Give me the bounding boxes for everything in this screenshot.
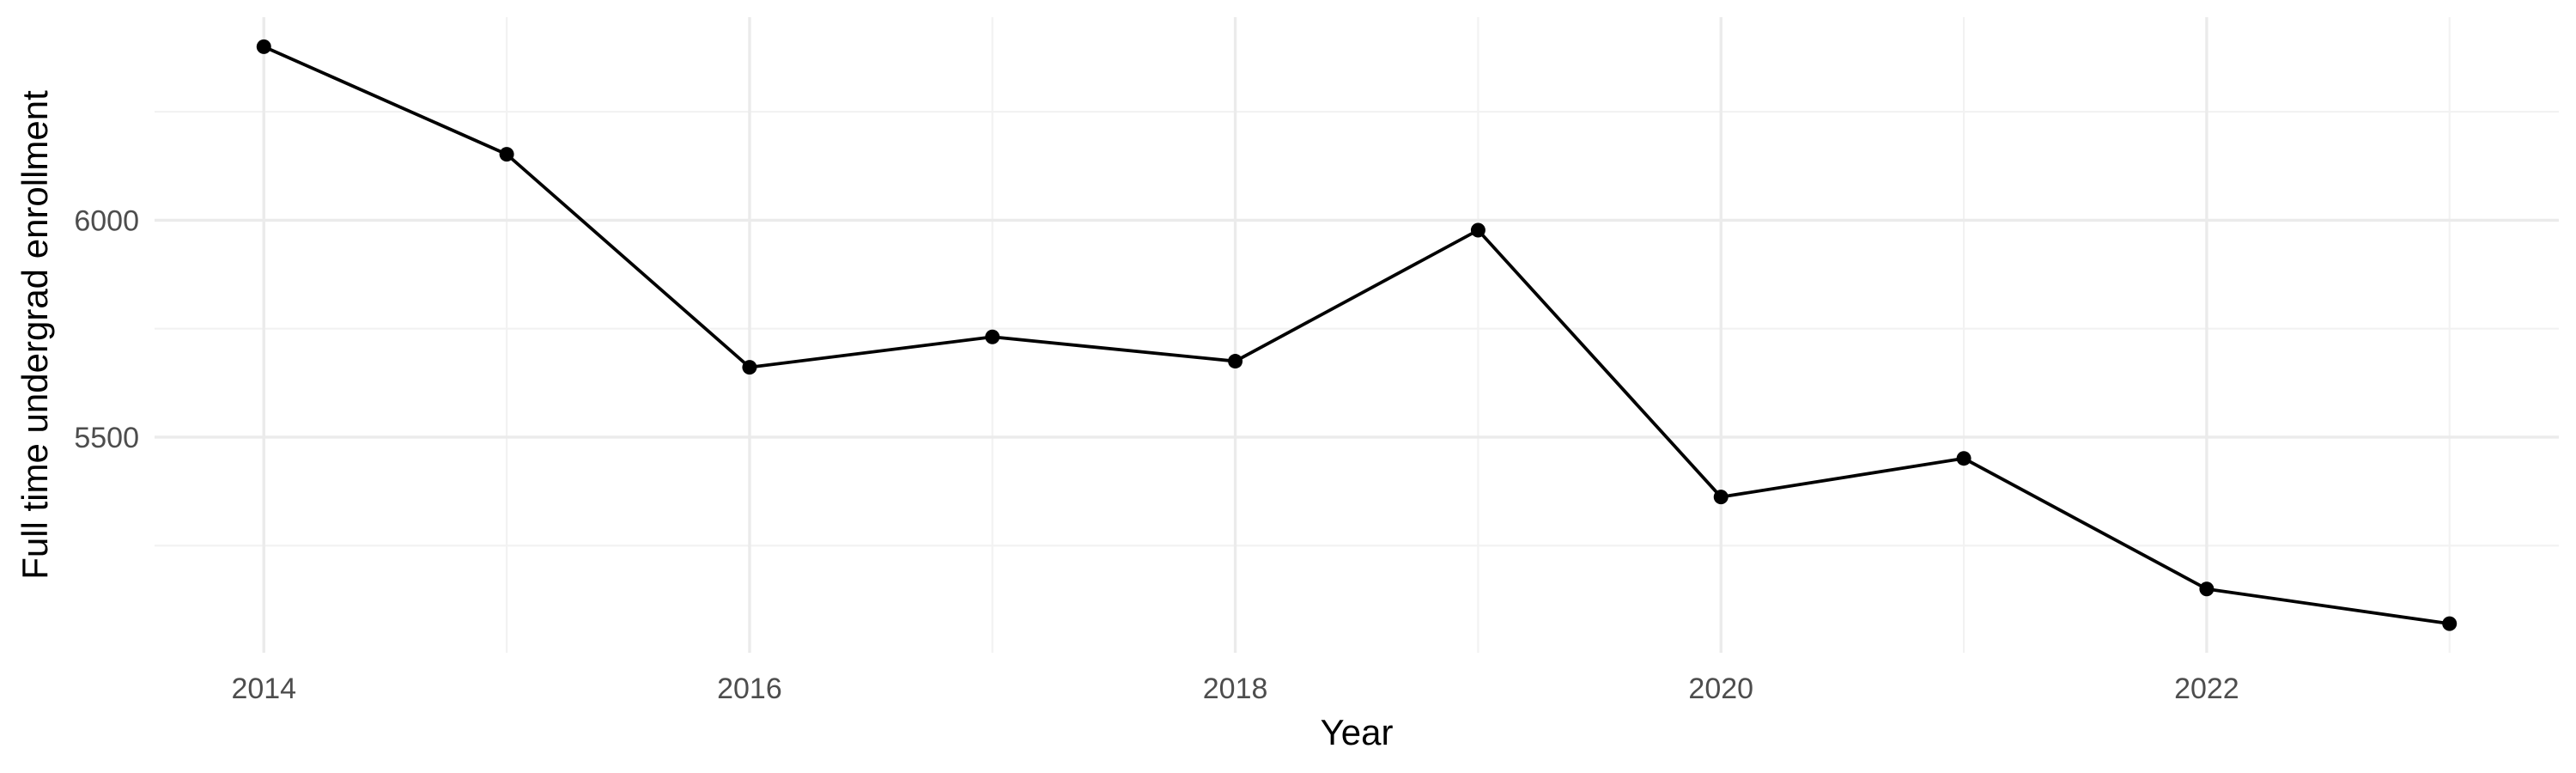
minor-x-gridlines xyxy=(506,17,2451,653)
data-point xyxy=(1956,451,1971,466)
data-point xyxy=(256,39,271,54)
y-axis-title: Full time undergrad enrollment xyxy=(15,90,55,580)
data-point xyxy=(742,360,757,375)
data-point xyxy=(2199,581,2215,597)
x-tick-label: 2014 xyxy=(231,673,296,705)
x-tick-label: 2016 xyxy=(717,673,782,705)
data-point xyxy=(2442,616,2458,631)
data-point xyxy=(1713,490,1728,505)
data-point xyxy=(1470,222,1485,238)
x-tick-label: 2020 xyxy=(1688,673,1753,705)
major-x-gridlines xyxy=(262,17,2208,653)
series-line xyxy=(263,45,2450,626)
x-tick-label: 2022 xyxy=(2174,673,2239,705)
y-tick-label: 6000 xyxy=(74,204,139,237)
series-layer xyxy=(263,45,2450,626)
x-axis-title: Year xyxy=(1321,712,1394,752)
x-tick-label: 2018 xyxy=(1203,673,1268,705)
x-tick-labels: 2014 2016 2018 2020 2022 xyxy=(231,673,2239,705)
data-point xyxy=(499,147,514,162)
major-y-gridlines xyxy=(155,218,2559,439)
data-point xyxy=(1228,354,1243,369)
data-point xyxy=(985,329,1000,344)
y-tick-labels: 5500 6000 xyxy=(74,204,139,454)
y-tick-label: 5500 xyxy=(74,422,139,454)
data-points xyxy=(256,39,2458,631)
minor-y-gridlines xyxy=(155,111,2559,547)
